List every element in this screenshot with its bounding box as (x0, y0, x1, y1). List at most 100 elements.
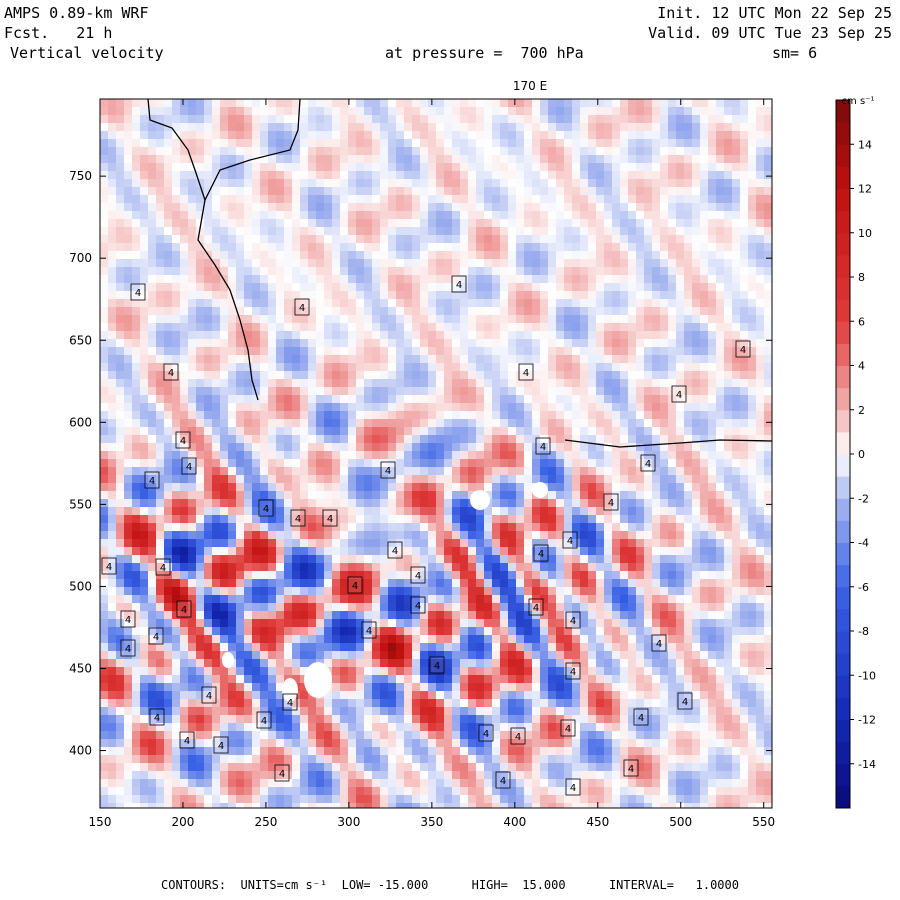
contour-label: 4 (366, 626, 372, 637)
contour-label: 4 (565, 724, 571, 735)
contour-label-box (290, 509, 306, 527)
contour-label: 4 (168, 368, 174, 379)
contour-label: 4 (415, 601, 421, 612)
contour-label-box (149, 708, 165, 726)
contour-label: 4 (434, 661, 440, 672)
contour-label: 4 (206, 691, 212, 702)
contour-label-box (176, 600, 192, 618)
forecast-hour: Fcst. 21 h (4, 24, 113, 42)
contour-label: 4 (106, 562, 112, 573)
colorbar-segment (836, 675, 850, 698)
contour-label-box (651, 634, 667, 652)
contour-label-box (565, 778, 581, 796)
contour-label-box (633, 708, 649, 726)
valid-time: Valid. 09 UTC Tue 23 Sep 25 (648, 24, 892, 42)
contour-label: 4 (154, 713, 160, 724)
contour-label-box (735, 340, 751, 358)
colorbar-segment (836, 697, 850, 720)
colorbar-segment (836, 343, 850, 366)
model-title: AMPS 0.89-km WRF (4, 4, 149, 22)
contour-label-box (495, 771, 511, 789)
colorbar-segment (836, 564, 850, 588)
contour-label: 4 (352, 581, 358, 592)
contour-label-box (410, 596, 426, 614)
x-tick-label: 250 (254, 815, 277, 829)
contour-label: 4 (327, 514, 333, 525)
colorbar-segment (836, 144, 850, 167)
contour-label-box (562, 531, 578, 549)
colorbar-segment (836, 100, 850, 123)
contour-label-box (677, 692, 693, 710)
x-tick-label: 350 (420, 815, 443, 829)
colorbar-tick-label: 10 (858, 227, 872, 240)
contour-label: 4 (645, 459, 651, 470)
colorbar-segment (836, 498, 850, 521)
contour-label: 4 (567, 536, 573, 547)
y-tick-label: 500 (69, 579, 92, 593)
contour-label-box (144, 471, 160, 489)
contour-label-box (163, 363, 179, 381)
contour-label-box (101, 557, 117, 575)
contour-label: 4 (180, 436, 186, 447)
smoothing-label: sm= 6 (772, 44, 818, 62)
y-tick-label: 550 (69, 497, 92, 511)
contour-label-box (535, 437, 551, 455)
colorbar-tick-label: -4 (858, 537, 869, 550)
y-axis: 400 450 500 550 600 650 700 750 (69, 169, 772, 758)
x-tick-label: 500 (669, 815, 692, 829)
colorbar-segment (836, 166, 850, 189)
colorbar-segment (836, 653, 850, 676)
contour-label-box (130, 283, 146, 301)
colorbar-segment (836, 188, 850, 212)
colorbar-segment (836, 476, 850, 499)
contour-label-box (429, 656, 445, 674)
contour-label-box (322, 509, 338, 527)
x-axis: 150 200 250 300 350 400 450 500 550 (89, 99, 775, 829)
contour-label-box (120, 610, 136, 628)
contour-label-box (347, 576, 363, 594)
contour-label: 4 (540, 442, 546, 453)
contour-label: 4 (570, 783, 576, 794)
colorbar-segment (836, 586, 850, 610)
variable-name: Vertical velocity (10, 44, 164, 62)
colorbar-segment (836, 299, 850, 322)
contour-label-box (623, 759, 639, 777)
contour-label: 4 (287, 698, 293, 709)
contour-label-box (451, 275, 467, 293)
colorbar-tick-label: -8 (858, 625, 869, 638)
contour-label: 4 (676, 390, 682, 401)
x-tick-label: 200 (172, 815, 195, 829)
colorbar-tick-label: -14 (858, 758, 876, 771)
y-tick-label: 400 (69, 744, 92, 758)
x-tick-label: 150 (89, 815, 112, 829)
contour-label-boxes: 4 4 4 4 4 4 4 4 4 4 4 4 4 4 4 4 4 4 4 4 4 4 4 4 4 4 4 4 4 4 4 4 4 4 4 4 4 4 4 4… (101, 275, 751, 796)
contour-label: 4 (279, 769, 285, 780)
colorbar-tick-label: 4 (858, 360, 865, 373)
colorbar-tick-label: 2 (858, 404, 865, 417)
contour-label-box (565, 662, 581, 680)
contour-label-box (213, 736, 229, 754)
colorbar-segment (836, 210, 850, 234)
contour-label: 4 (135, 288, 141, 299)
contour-label: 4 (515, 732, 521, 743)
contour-label: 4 (656, 639, 662, 650)
contour-label: 4 (263, 504, 269, 515)
contour-label-box (387, 541, 403, 559)
contour-label-box (181, 457, 197, 475)
contour-label: 4 (125, 644, 131, 655)
colorbar-segment (836, 254, 850, 278)
contour-label: 4 (483, 729, 489, 740)
y-tick-label: 700 (69, 251, 92, 265)
contour-label-box (294, 298, 310, 316)
contour-label: 4 (218, 741, 224, 752)
contour-label: 4 (638, 713, 644, 724)
contour-label-box (528, 598, 544, 616)
colorbar-tick-label: 14 (858, 138, 872, 151)
colorbar-segment (836, 719, 850, 743)
contour-label-box (510, 727, 526, 745)
contour-label-box (671, 385, 687, 403)
contour-label: 4 (533, 603, 539, 614)
x-tick-label: 550 (752, 815, 775, 829)
contour-label: 4 (299, 303, 305, 314)
